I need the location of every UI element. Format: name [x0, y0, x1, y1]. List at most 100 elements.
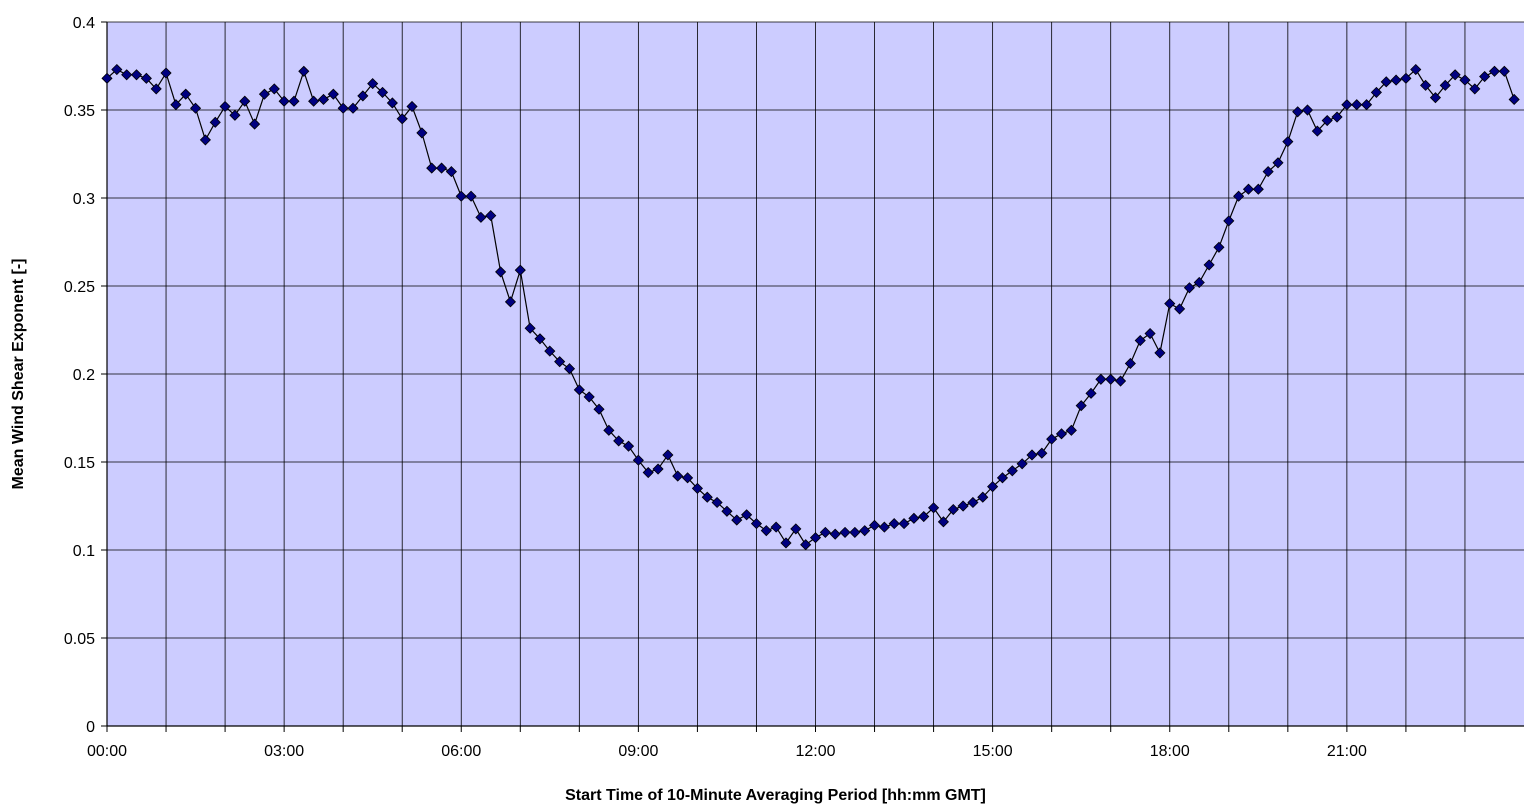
data-point-marker	[534, 333, 546, 345]
data-point-marker	[908, 512, 920, 524]
data-point-marker	[672, 470, 684, 482]
data-point-marker	[711, 496, 723, 509]
data-point-marker	[121, 69, 133, 81]
data-point-marker	[622, 440, 635, 452]
data-point-marker	[1016, 458, 1028, 470]
data-point-marker	[1026, 449, 1038, 461]
y-tick-label: 0.3	[73, 191, 95, 208]
data-point-marker	[160, 67, 172, 79]
data-point-marker	[1174, 303, 1186, 315]
data-point-marker	[416, 127, 428, 139]
data-point-marker	[750, 518, 763, 530]
data-point-marker	[1360, 99, 1373, 111]
data-point-marker	[436, 162, 448, 174]
data-point-marker	[475, 211, 487, 223]
data-point-marker	[111, 63, 123, 76]
data-point-marker	[485, 210, 497, 222]
data-point-marker	[288, 95, 300, 107]
data-point-marker	[691, 482, 703, 494]
data-point-marker	[357, 90, 369, 102]
data-point-marker	[1105, 373, 1117, 385]
data-point-marker	[829, 528, 841, 540]
data-point-marker	[642, 466, 654, 479]
data-point-marker	[189, 102, 202, 114]
data-point-marker	[1183, 282, 1195, 294]
data-point-marker	[130, 69, 143, 81]
y-tick-label: 0.15	[64, 455, 95, 472]
data-point-marker	[790, 523, 802, 535]
data-point-marker	[632, 454, 644, 466]
data-point-marker	[347, 102, 359, 114]
data-point-marker	[987, 481, 999, 493]
x-tick-label: 09:00	[618, 743, 658, 760]
x-tick-label: 18:00	[1150, 743, 1190, 760]
data-point-marker	[770, 521, 782, 533]
data-point-marker	[524, 322, 536, 334]
y-tick-label: 0	[86, 719, 95, 736]
data-point-marker	[721, 505, 733, 517]
data-point-marker	[1223, 215, 1235, 227]
data-point-marker	[849, 526, 861, 538]
data-point-marker	[465, 190, 477, 202]
y-tick-label: 0.2	[73, 367, 95, 384]
data-point-marker	[495, 266, 507, 278]
data-point-marker	[701, 491, 713, 503]
data-point-marker	[1439, 79, 1451, 91]
data-point-marker	[258, 88, 271, 100]
data-point-marker	[859, 525, 871, 537]
data-point-marker	[731, 514, 743, 526]
data-point-marker	[593, 403, 605, 415]
data-point-marker	[170, 99, 182, 111]
y-tick-label: 0.05	[64, 631, 95, 648]
axes: 0 0.05 0.1 0.15 0.2 0.25 0.3 0.35 0.4 00:00 03:00 0…	[64, 15, 1524, 760]
data-point-marker	[298, 65, 310, 77]
data-point-marker	[1134, 334, 1146, 347]
data-point-marker	[652, 463, 664, 475]
data-point-marker	[376, 86, 389, 98]
data-point-marker	[1085, 387, 1097, 399]
data-point-marker	[1380, 76, 1392, 88]
data-point-marker	[662, 449, 674, 461]
data-point-marker	[1046, 433, 1058, 445]
data-point-marker	[1075, 400, 1087, 412]
x-axis-title: Start Time of 10-Minute Averaging Period…	[565, 787, 986, 804]
data-point-marker	[878, 521, 890, 533]
data-point-marker	[947, 503, 959, 516]
x-tick-label: 15:00	[973, 743, 1013, 760]
data-point-marker	[573, 384, 585, 396]
data-point-marker	[977, 491, 989, 503]
data-point-marker	[868, 519, 881, 531]
data-point-marker	[1262, 166, 1274, 178]
data-point-marker	[1410, 63, 1422, 76]
data-point-marker	[1459, 74, 1471, 86]
data-point-marker	[583, 391, 595, 403]
data-point-marker	[1242, 183, 1255, 195]
data-point-marker	[928, 502, 940, 514]
series-layer	[101, 63, 1520, 551]
data-point-marker	[780, 537, 792, 549]
data-point-marker	[1154, 347, 1166, 359]
data-point-marker	[1488, 65, 1501, 77]
data-point-marker	[1203, 259, 1215, 271]
data-point-marker	[603, 424, 615, 436]
data-point-marker	[1311, 125, 1323, 137]
data-point-marker	[1164, 298, 1176, 310]
data-point-marker	[249, 118, 261, 130]
data-point-marker	[1006, 465, 1018, 477]
data-point-marker	[337, 102, 349, 114]
y-tick-label: 0.35	[64, 103, 95, 120]
data-point-marker	[1390, 74, 1402, 86]
data-point-marker	[800, 539, 812, 551]
data-point-marker	[219, 100, 231, 113]
data-point-marker	[199, 134, 211, 146]
data-point-marker	[682, 472, 694, 484]
data-point-marker	[918, 510, 930, 523]
data-point-marker	[760, 525, 772, 537]
data-point-marker	[1331, 111, 1343, 123]
y-axis-title: Mean Wind Shear Exponent [-]	[10, 259, 27, 490]
data-point-marker	[101, 72, 113, 84]
gridlines	[107, 21, 1524, 726]
data-point-marker	[1144, 327, 1156, 340]
